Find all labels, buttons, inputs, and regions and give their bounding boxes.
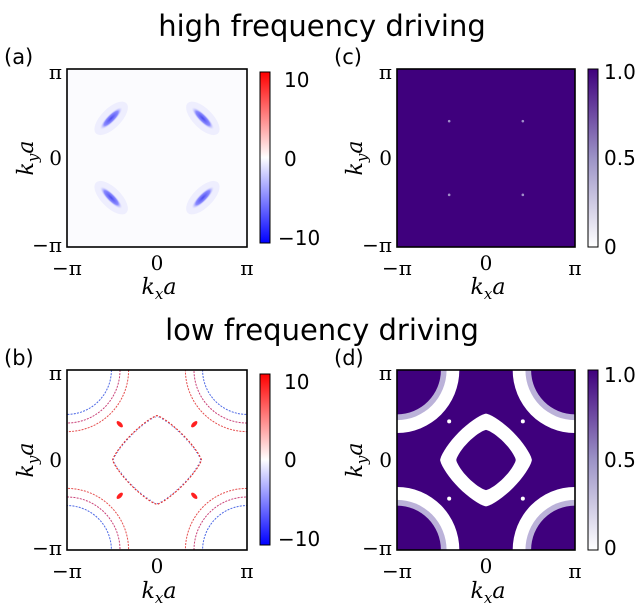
cbar-tick-top-a: 10 — [284, 68, 309, 92]
central-ring-inner-d — [456, 429, 516, 491]
blob-a-0 — [99, 106, 123, 130]
ytick-pi-b: π — [49, 361, 62, 385]
speck-d-0 — [447, 419, 452, 424]
axes-frame-b — [66, 369, 248, 551]
corner-ring-inner-d-3 — [531, 505, 575, 550]
heatmap-features-c — [447, 119, 525, 197]
speck-c-3 — [521, 193, 525, 197]
specks-c — [447, 119, 525, 197]
xlabel-b: kxa — [142, 579, 177, 607]
title-low-frequency: low frequency driving — [165, 313, 479, 347]
cbar-tick-mid-b: 0 — [284, 448, 297, 472]
blob-halo-a-1 — [186, 101, 220, 136]
xtick-0-d: 0 — [480, 554, 493, 578]
xlabel-a: kxa — [142, 275, 177, 303]
speck-b-1 — [191, 421, 198, 428]
speck-b-0 — [116, 421, 123, 428]
blob-halo-a-0 — [94, 101, 128, 136]
heatmap-background-b — [67, 370, 247, 550]
panel-a: (a) π 0 −π −π 0 π kxa kya 10 0 −10 — [4, 45, 320, 303]
ytick-pi-a: π — [49, 60, 62, 84]
panel-label-a: (a) — [4, 45, 33, 69]
speck-d-1 — [520, 419, 525, 424]
ytick-0-d: 0 — [379, 448, 392, 472]
xlabel-c: kxa — [471, 275, 506, 303]
heatmap-background-c — [397, 69, 575, 247]
cbar-tick-top-d: 1.0 — [604, 363, 636, 387]
cbar-tick-bottom-b: −10 — [278, 527, 320, 551]
blob-halo-a-2 — [94, 180, 128, 215]
speck-d-2 — [447, 496, 452, 501]
speck-c-1 — [521, 119, 525, 123]
cbar-tick-top-c: 1.0 — [604, 60, 636, 84]
central-contour-red-b — [111, 414, 203, 506]
title-high-frequency: high frequency driving — [158, 9, 486, 43]
speck-b-2 — [116, 492, 123, 499]
blob-a-3 — [191, 186, 215, 210]
speck-c-2 — [447, 193, 451, 197]
ytick-0-c: 0 — [379, 146, 392, 170]
ytick-0-a: 0 — [49, 146, 62, 170]
xtick-0-b: 0 — [151, 554, 164, 578]
ytick-pi-d: π — [379, 361, 392, 385]
corner-ring-inner-d-0 — [397, 370, 441, 415]
ytick-minus-pi-a: −π — [32, 233, 62, 257]
xtick-minus-pi-b: −π — [52, 559, 82, 583]
blob-a-1 — [191, 106, 215, 130]
xtick-pi-b: π — [240, 559, 253, 583]
blob-halo-a-3 — [186, 180, 220, 215]
ylabel-a: kya — [14, 141, 42, 176]
axes-frame-d — [396, 369, 576, 551]
heatmap-features-d — [397, 370, 575, 550]
panel-label-d: (d) — [334, 346, 364, 370]
xtick-0-a: 0 — [151, 251, 164, 275]
cbar-tick-mid-d: 0.5 — [604, 448, 636, 472]
cbar-tick-mid-a: 0 — [284, 147, 297, 171]
xlabel-d: kxa — [471, 579, 506, 607]
cbar-tick-mid-c: 0.5 — [604, 146, 636, 170]
xtick-minus-pi-a: −π — [52, 256, 82, 280]
panel-d: (d) π 0 −π −π 0 π kxa kya 1.0 0.5 0 — [334, 346, 636, 607]
xtick-minus-pi-d: −π — [382, 559, 412, 583]
colorbar-c — [587, 68, 599, 248]
panel-b: (b) π 0 −π −π 0 π kxa kya 10 0 −10 — [4, 346, 320, 607]
ytick-pi-c: π — [379, 60, 392, 84]
colorbar-d — [587, 369, 599, 551]
speck-c-0 — [447, 119, 451, 123]
central-contour-blue-b — [113, 416, 201, 504]
blob-a-2 — [99, 186, 123, 210]
ytick-minus-pi-d: −π — [362, 536, 392, 560]
ytick-minus-pi-b: −π — [32, 536, 62, 560]
ylabel-b: kya — [14, 443, 42, 478]
cbar-tick-bottom-c: 0 — [604, 235, 617, 259]
corner-ring-inner-d-1 — [531, 370, 575, 415]
speck-b-3 — [191, 492, 198, 499]
ytick-0-b: 0 — [49, 448, 62, 472]
xtick-pi-d: π — [568, 559, 581, 583]
xtick-0-c: 0 — [480, 251, 493, 275]
cbar-tick-bottom-d: 0 — [604, 536, 617, 560]
colorbar-b — [259, 373, 271, 546]
xtick-pi-a: π — [240, 256, 253, 280]
blobs-a — [94, 101, 220, 215]
panel-label-b: (b) — [4, 346, 34, 370]
heatmap-features-a — [94, 101, 220, 215]
rings-d — [397, 370, 575, 550]
axes-frame-c — [396, 68, 576, 248]
speck-d-3 — [520, 496, 525, 501]
heatmap-background-a — [67, 69, 247, 247]
panel-label-c: (c) — [334, 45, 362, 69]
xtick-pi-c: π — [568, 256, 581, 280]
ylabel-c: kya — [343, 141, 371, 176]
colorbar-a — [259, 71, 271, 244]
ytick-minus-pi-c: −π — [362, 233, 392, 257]
panel-c: (c) π 0 −π −π 0 π kxa kya 1.0 0.5 0 — [334, 45, 636, 303]
cbar-tick-top-b: 10 — [284, 370, 309, 394]
corner-ring-inner-d-2 — [397, 505, 441, 550]
axes-frame-a — [66, 68, 248, 248]
cbar-tick-bottom-a: −10 — [278, 226, 320, 250]
xtick-minus-pi-c: −π — [382, 256, 412, 280]
ylabel-d: kya — [343, 443, 371, 478]
